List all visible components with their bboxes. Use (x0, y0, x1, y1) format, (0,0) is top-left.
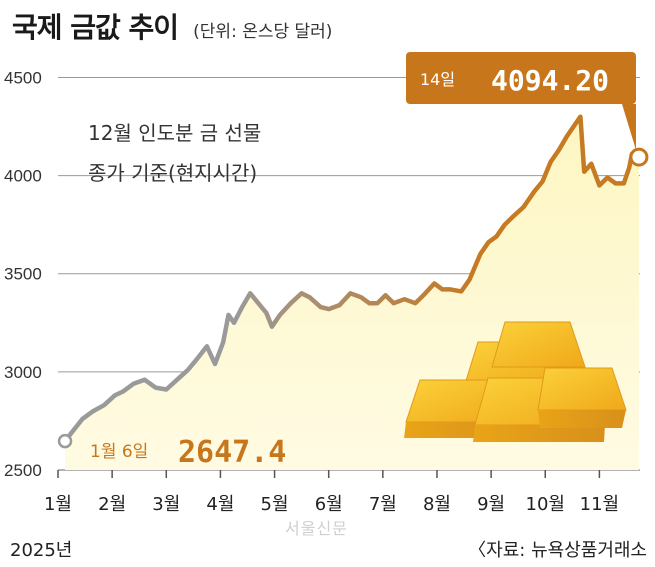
x-tick-label: 2월 (98, 494, 126, 515)
x-tick-label: 1월 (44, 494, 72, 515)
x-tick-label: 7월 (369, 494, 397, 515)
x-tick-label: 10월 (526, 494, 565, 515)
start-value-label: 2647.4 (178, 435, 286, 470)
x-tick-label: 5월 (261, 494, 289, 515)
watermark: 서울신문 (285, 519, 348, 538)
x-tick-label: 6월 (315, 494, 343, 515)
end-day-label: 14일 (420, 70, 455, 89)
end-value-label: 4094.20 (491, 64, 609, 97)
title-row: 국제 금값 추이 (단위: 온스당 달러) (12, 6, 332, 46)
source-label: 〈자료: 뉴욕상품거래소 (468, 540, 647, 561)
y-tick-label: 4500 (4, 68, 42, 87)
end-annotation: 14일 4094.20 (406, 52, 649, 167)
gold-price-line (62, 114, 642, 444)
x-tick-label: 4월 (206, 494, 234, 515)
y-axis: 2500 3000 3500 4000 4500 (4, 68, 42, 480)
end-label-box (406, 52, 636, 104)
y-tick-label: 3500 (4, 265, 42, 284)
y-tick-label: 3000 (4, 363, 42, 382)
unit-label: (단위: 온스당 달러) (193, 22, 333, 42)
y-tick-label: 2500 (4, 461, 42, 480)
note: 12월 인도분 금 선물 종가 기준(현지시간) (88, 121, 261, 185)
note-line-2: 종가 기준(현지시간) (88, 161, 257, 185)
start-point-marker (57, 433, 73, 449)
end-point-marker (629, 147, 649, 167)
end-label-pointer (622, 104, 636, 150)
start-day-label: 1월 6일 (90, 442, 148, 462)
year-label: 2025년 (10, 540, 73, 561)
x-axis: 1월 2월 3월 4월 5월 6월 7월 8월 9월 10월 11월 (44, 470, 619, 515)
x-tick-label: 9월 (477, 494, 505, 515)
x-tick-label: 3월 (152, 494, 180, 515)
gold-bars-illustration (404, 321, 627, 442)
x-tick-label: 8월 (423, 494, 451, 515)
y-tick-label: 4000 (4, 167, 42, 186)
start-annotation: 1월 6일 2647.4 (57, 433, 286, 470)
chart-title: 국제 금값 추이 (12, 11, 179, 44)
x-tick-label: 11월 (580, 494, 619, 515)
note-line-1: 12월 인도분 금 선물 (88, 121, 261, 145)
